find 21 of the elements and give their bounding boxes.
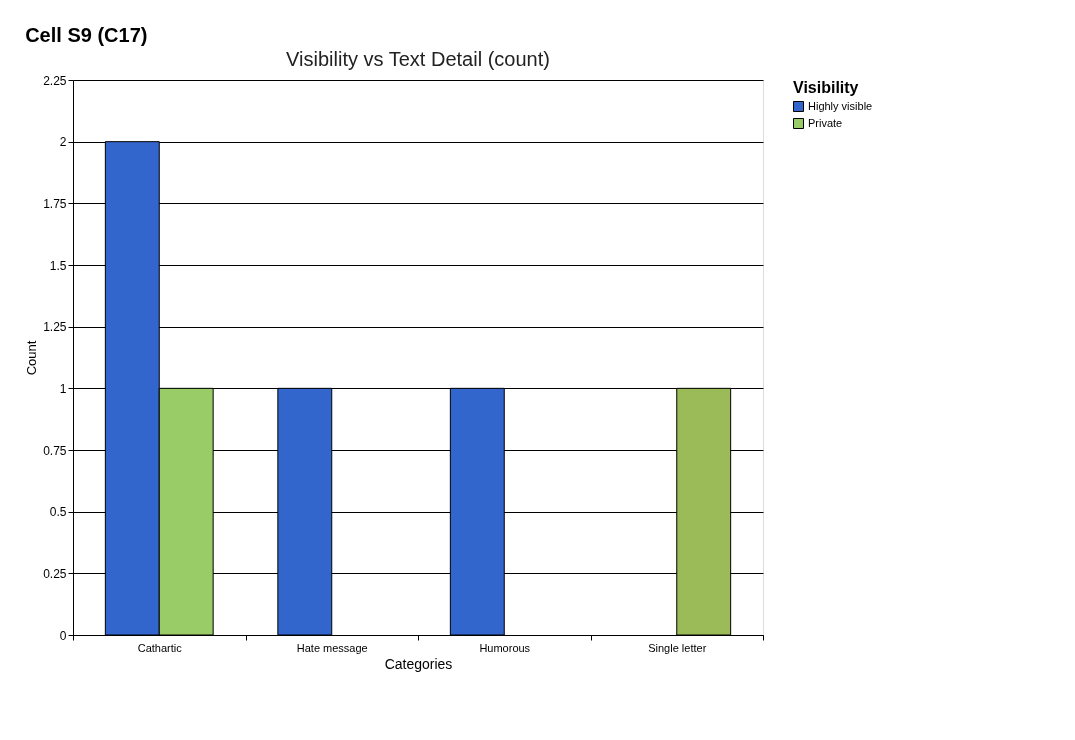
legend-label: Private (808, 116, 843, 129)
x-tick-label: Hate message (296, 641, 368, 654)
chart-title: Cell S9 (C17) (25, 23, 148, 46)
y-tick-label: 1.75 (43, 196, 67, 211)
legend-title: Visibility (793, 79, 859, 96)
y-tick-label: 2.25 (43, 73, 67, 88)
y-tick-label: 0.75 (43, 443, 67, 458)
y-tick-label: 2 (59, 135, 67, 150)
y-axis-title: Count (24, 340, 40, 376)
y-tick-label: 0.5 (49, 505, 67, 520)
y-tick-label: 1 (59, 381, 67, 396)
y-tick-label: 0.25 (43, 566, 67, 581)
x-tick-label: Cathartic (137, 641, 183, 654)
chart-subtitle: Visibility vs Text Detail (count) (286, 48, 550, 70)
y-tick-label: 0 (59, 628, 67, 643)
legend-label: Highly visible (808, 99, 873, 112)
y-tick-label: 1.5 (49, 258, 67, 273)
x-tick-label: Humorous (479, 641, 531, 654)
x-axis-title: Categories (384, 655, 453, 672)
y-tick-label: 1.25 (43, 320, 67, 335)
x-tick-label: Single letter (648, 641, 707, 654)
